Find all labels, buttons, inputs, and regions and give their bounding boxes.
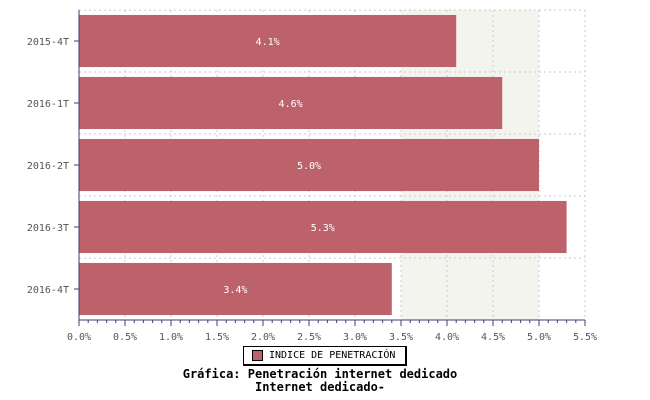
chart-caption-line-1: Gráfica: Penetración internet dedicado bbox=[182, 367, 458, 381]
x-tick-label: 4.5% bbox=[481, 332, 505, 343]
data-label: 3.4% bbox=[223, 285, 247, 296]
data-label: 5.3% bbox=[311, 223, 335, 234]
x-tick-label: 5.0% bbox=[527, 332, 551, 343]
data-label: 4.6% bbox=[279, 99, 303, 110]
y-tick-label: 2016-2T bbox=[27, 161, 69, 172]
x-tick-label: 1.5% bbox=[205, 332, 229, 343]
x-tick-label: 0.0% bbox=[67, 332, 91, 343]
bar bbox=[79, 262, 392, 316]
bar bbox=[79, 138, 539, 192]
x-tick-label: 3.5% bbox=[389, 332, 413, 343]
x-tick-label: 4.0% bbox=[435, 332, 459, 343]
legend-label: INDICE DE PENETRACIÓN bbox=[269, 350, 396, 361]
x-tick-label: 2.5% bbox=[297, 332, 321, 343]
legend-swatch bbox=[252, 350, 263, 361]
data-label: 5.0% bbox=[297, 161, 321, 172]
bar bbox=[79, 76, 503, 130]
x-tick-label: 3.0% bbox=[343, 332, 367, 343]
y-tick-label: 2016-1T bbox=[27, 99, 69, 110]
y-tick-label: 2016-3T bbox=[27, 223, 69, 234]
y-tick-label: 2015-4T bbox=[27, 37, 69, 48]
bar bbox=[79, 200, 567, 254]
x-tick-label: 5.5% bbox=[573, 332, 597, 343]
x-tick-label: 1.0% bbox=[159, 332, 183, 343]
y-tick-label: 2016-4T bbox=[27, 285, 69, 296]
legend: INDICE DE PENETRACIÓN bbox=[243, 346, 407, 366]
data-label: 4.1% bbox=[256, 37, 280, 48]
chart-caption-line-2: Internet dedicado- bbox=[254, 380, 386, 394]
x-tick-label: 0.5% bbox=[113, 332, 137, 343]
bar bbox=[79, 14, 457, 68]
x-tick-label: 2.0% bbox=[251, 332, 275, 343]
